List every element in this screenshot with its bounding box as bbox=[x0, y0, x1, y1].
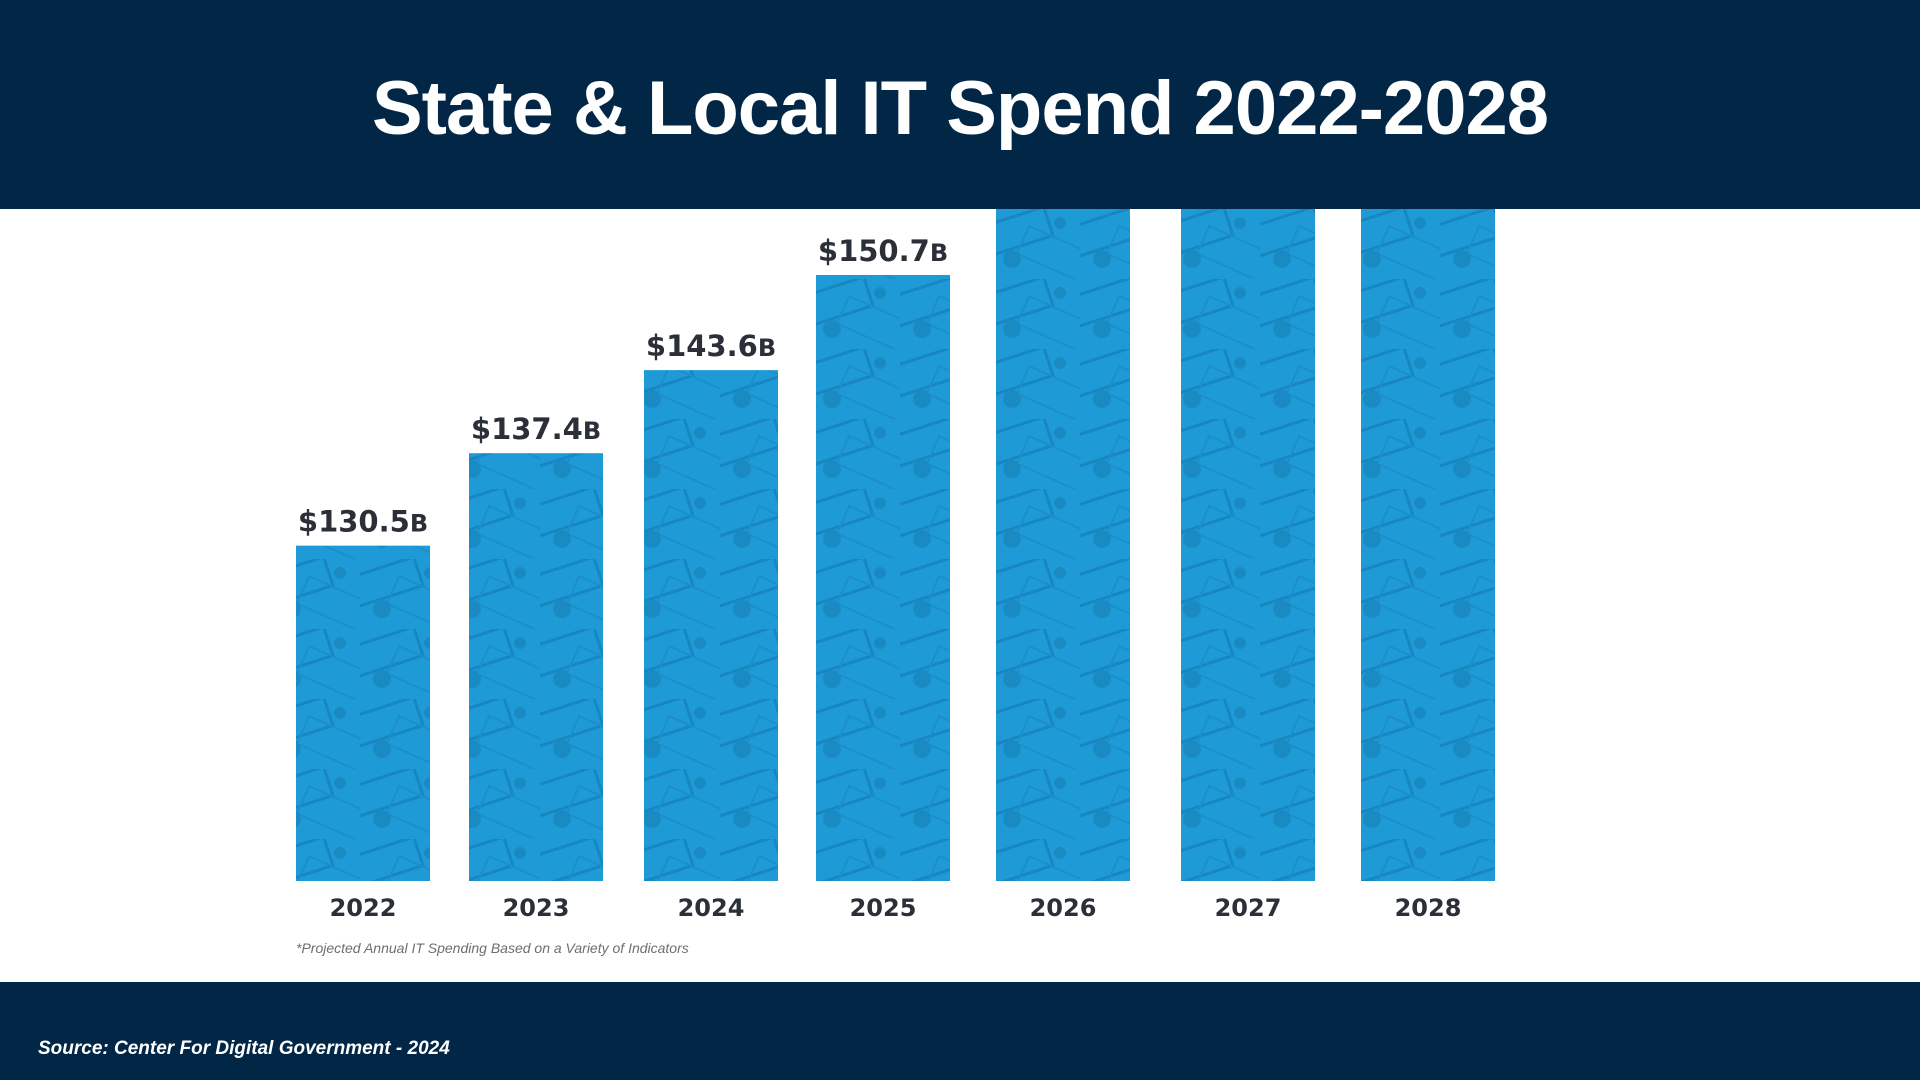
data-label-2025: $150.7B bbox=[818, 234, 948, 268]
bar-2027 bbox=[1181, 209, 1315, 882]
title-banner: State & Local IT Spend 2022-2028 bbox=[0, 0, 1920, 209]
bar-2024 bbox=[644, 370, 778, 881]
bar-2028 bbox=[1361, 209, 1495, 881]
data-label-2023: $137.4B bbox=[471, 412, 601, 446]
bar-2022 bbox=[296, 545, 430, 881]
data-label-2022: $130.5B bbox=[298, 505, 428, 539]
x-tick-label-2027: 2027 bbox=[1215, 894, 1282, 922]
footnote: *Projected Annual IT Spending Based on a… bbox=[296, 940, 689, 956]
source-note: Source: Center For Digital Government - … bbox=[38, 1038, 450, 1059]
x-tick-label-2028: 2028 bbox=[1395, 894, 1462, 922]
x-tick-label-2023: 2023 bbox=[503, 894, 570, 922]
x-tick-label-2022: 2022 bbox=[330, 894, 397, 922]
x-tick-label-2024: 2024 bbox=[678, 894, 745, 922]
bar-2026 bbox=[996, 209, 1130, 882]
bar-2025 bbox=[816, 274, 950, 882]
chart-title: State & Local IT Spend 2022-2028 bbox=[371, 66, 1549, 151]
footer-banner: Source: Center For Digital Government - … bbox=[0, 982, 1920, 1080]
x-tick-label-2025: 2025 bbox=[850, 894, 917, 922]
data-label-2024: $143.6B bbox=[646, 329, 776, 363]
bar-chart: $130.5B 2022 $137.4B 2023 $143.6B 2024 $150.7B… bbox=[296, 209, 1495, 922]
x-tick-label-2026: 2026 bbox=[1030, 894, 1097, 922]
bar-2023 bbox=[469, 453, 603, 881]
